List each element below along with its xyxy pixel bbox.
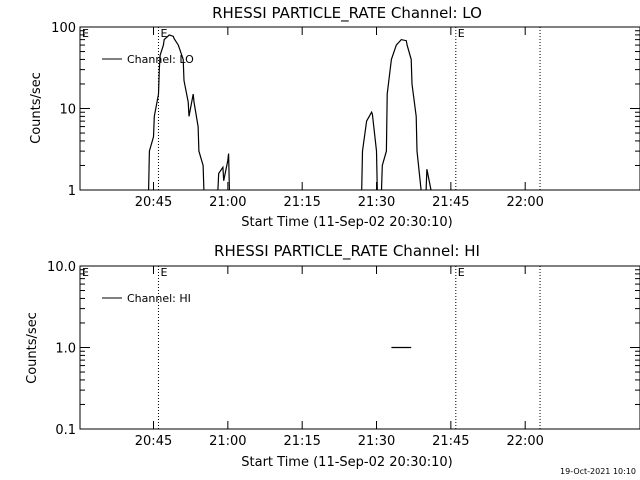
x-tick-label: 21:30: [358, 195, 395, 210]
plot-frame-hi: [79, 265, 640, 430]
x-tick-label: 21:30: [358, 434, 395, 449]
event-markers-hi: E EE: [82, 266, 541, 429]
x-tick-label: 22:00: [506, 434, 543, 449]
footer-timestamp: 19-Oct-2021 10:10: [560, 467, 636, 476]
x-tick-label: 20:45: [135, 195, 172, 210]
legend-label-hi: Channel: HI: [127, 292, 191, 305]
x-tick-label: 21:15: [283, 434, 320, 449]
x-tick-label: 20:45: [135, 434, 172, 449]
x-axis-label-hi: Start Time (11-Sep-02 20:30:10): [241, 455, 452, 470]
event-marker-label: E: [458, 27, 465, 40]
series-line-segment: [148, 34, 205, 191]
y-tick-label: 10: [59, 103, 76, 118]
legend-lo: Channel: LO: [102, 53, 194, 66]
event-marker-label: E: [82, 266, 89, 279]
panel-lo: RHESSI PARTICLE_RATE Channel: LO Counts/…: [29, 4, 640, 230]
x-tick-label: 21:15: [283, 195, 320, 210]
legend-label-lo: Channel: LO: [127, 53, 194, 66]
ticks-lo: 20:45 21:00 21:15 21:30 21:45 22:00 1 10 100: [51, 21, 640, 210]
y-tick-label: 0.1: [55, 423, 76, 438]
event-marker-label: E: [160, 27, 167, 40]
event-marker-label: E: [160, 266, 167, 279]
y-tick-label: 10.0: [47, 260, 76, 275]
event-marker-label: E: [82, 27, 89, 40]
y-axis-label-hi: Counts/sec: [25, 312, 40, 384]
series-line-segment: [380, 38, 422, 191]
x-tick-label: 22:00: [506, 195, 543, 210]
series-lo: [148, 34, 432, 191]
chart-title-lo: RHESSI PARTICLE_RATE Channel: LO: [212, 4, 482, 23]
series-line-segment: [217, 153, 230, 191]
series-line-segment: [425, 169, 432, 191]
legend-hi: Channel: HI: [102, 292, 191, 305]
y-axis-label-lo: Counts/sec: [29, 72, 44, 144]
chart-title-hi: RHESSI PARTICLE_RATE Channel: HI: [214, 242, 480, 261]
x-tick-label: 21:45: [432, 434, 469, 449]
event-markers-lo: E EE: [82, 27, 541, 190]
y-tick-label: 1: [68, 184, 76, 199]
x-axis-label-lo: Start Time (11-Sep-02 20:30:10): [241, 215, 452, 230]
y-tick-label: 100: [51, 21, 76, 36]
series-line-segment: [361, 110, 378, 191]
y-tick-label: 1.0: [55, 342, 76, 357]
panel-hi: RHESSI PARTICLE_RATE Channel: HI Counts/…: [25, 242, 640, 470]
event-marker-label: E: [458, 266, 465, 279]
plot-frame-lo: [79, 26, 640, 191]
x-tick-label: 21:00: [209, 195, 246, 210]
x-tick-label: 21:45: [432, 195, 469, 210]
ticks-hi: 20:45 21:00 21:15 21:30 21:45 22:00 0.1 1.0 10.0: [47, 260, 640, 449]
x-tick-label: 21:00: [209, 434, 246, 449]
